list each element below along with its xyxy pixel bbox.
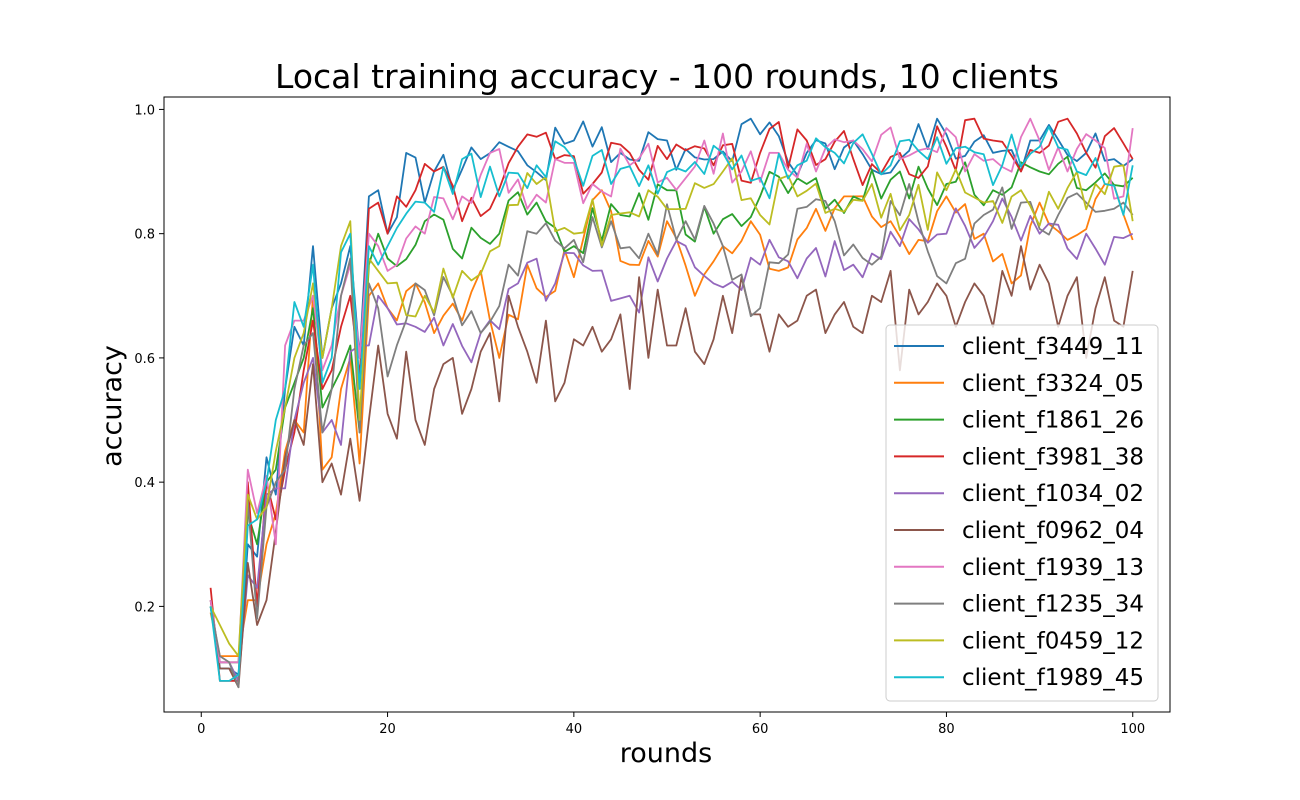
legend-label: client_f0459_12 — [962, 628, 1144, 654]
series-line-client_f1939_13 — [209, 117, 1134, 664]
plot-lines — [209, 117, 1134, 689]
y-axis-label: accuracy — [97, 345, 128, 467]
x-axis: 0 20 40 60 80 100 — [197, 712, 1145, 737]
chart-title: Local training accuracy - 100 rounds, 10… — [275, 57, 1059, 96]
series-line-client_f3324_05 — [209, 183, 1134, 657]
legend-label: client_f1235_34 — [962, 592, 1144, 618]
legend-label: client_f3981_38 — [962, 444, 1144, 470]
legend-label: client_f1034_02 — [962, 481, 1144, 507]
legend: client_f3449_11 client_f3324_05 client_f18… — [885, 324, 1159, 702]
x-tick-label: 20 — [379, 722, 396, 737]
legend-label: client_f1989_45 — [962, 665, 1144, 691]
x-tick-label: 100 — [1120, 722, 1145, 737]
x-tick-label: 60 — [752, 722, 769, 737]
x-tick-label: 40 — [566, 722, 583, 737]
legend-label: client_f3449_11 — [962, 334, 1144, 360]
y-tick-label: 0.2 — [134, 600, 155, 615]
series-line-client_f0962_04 — [209, 245, 1134, 689]
series-line-client_f1989_45 — [209, 125, 1134, 682]
x-tick-label: 0 — [197, 722, 205, 737]
legend-label: client_f1861_26 — [962, 408, 1144, 434]
x-tick-label: 80 — [938, 722, 955, 737]
plot-frame — [163, 96, 1171, 713]
y-tick-label: 0.6 — [134, 352, 155, 367]
y-tick-label: 1.0 — [134, 103, 155, 118]
y-axis: 0.2 0.4 0.6 0.8 1.0 — [134, 103, 164, 615]
legend-label: client_f3324_05 — [962, 371, 1144, 397]
legend-label: client_f0962_04 — [962, 518, 1144, 544]
legend-label: client_f1939_13 — [962, 555, 1144, 581]
legend-box — [885, 324, 1159, 702]
series-line-client_f0459_12 — [209, 157, 1134, 657]
y-tick-label: 0.4 — [134, 476, 155, 491]
y-tick-label: 0.8 — [134, 228, 155, 243]
x-axis-label: rounds — [620, 738, 712, 769]
series-line-client_f1235_34 — [209, 183, 1134, 689]
